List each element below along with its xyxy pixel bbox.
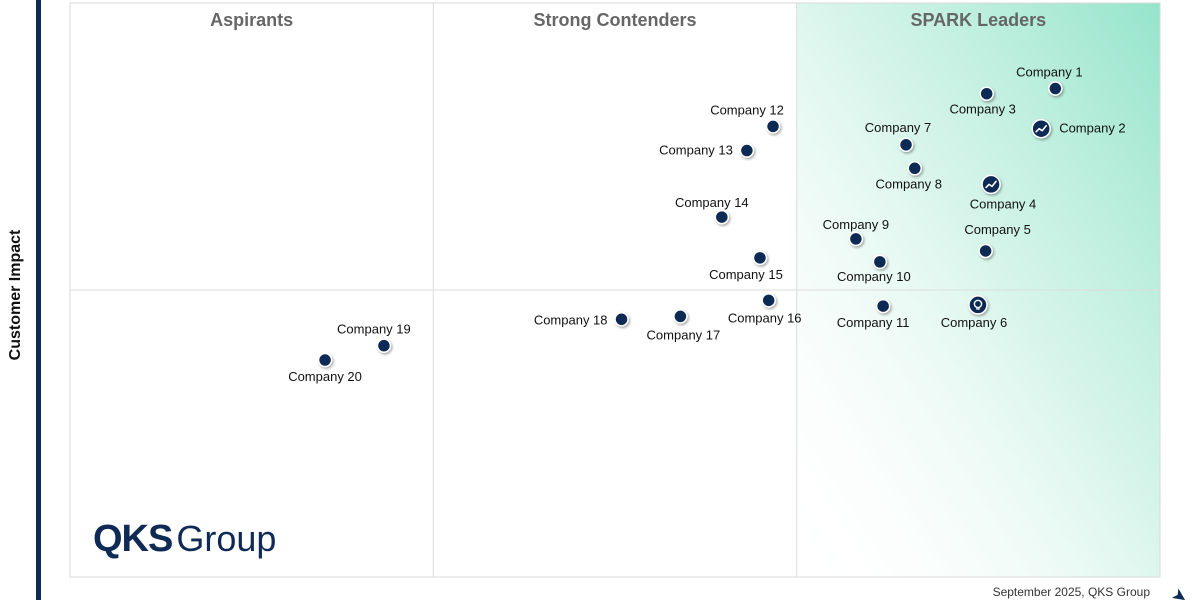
quadrant-label-aspirants: Aspirants	[210, 10, 293, 30]
marker-company-11	[875, 298, 891, 314]
marker-company-3	[979, 86, 994, 101]
label-company-10: Company 10	[837, 269, 911, 284]
marker-company-2	[1031, 118, 1051, 139]
marker-company-5	[978, 243, 993, 259]
label-company-11: Company 11	[837, 315, 910, 330]
label-company-9: Company 9	[823, 217, 889, 232]
point-company-1[interactable]: Company 1	[1016, 65, 1083, 96]
marker-company-10	[872, 254, 888, 270]
quadrant-label-strong-contenders: Strong Contenders	[533, 10, 696, 30]
point-company-9[interactable]: Company 9	[823, 217, 889, 247]
marker-company-14	[714, 209, 730, 225]
trend-up-icon	[1035, 124, 1047, 133]
point-company-2[interactable]: Company 2	[1031, 118, 1126, 139]
label-company-18: Company 18	[534, 312, 608, 327]
qks-group-logo: QKS Group	[93, 518, 276, 561]
marker-company-12	[765, 119, 781, 134]
marker-company-20	[317, 352, 333, 368]
point-company-19[interactable]: Company 19	[337, 322, 411, 353]
point-company-6[interactable]: Company 6	[941, 295, 1007, 330]
label-company-20: Company 20	[288, 369, 362, 384]
point-company-3[interactable]: Company 3	[949, 86, 1016, 117]
logo-qks-text: QKS	[93, 518, 173, 560]
label-company-1: Company 1	[1016, 65, 1082, 80]
point-company-14[interactable]: Company 14	[675, 195, 749, 225]
point-company-4[interactable]: Company 4	[970, 174, 1036, 211]
label-company-13: Company 13	[659, 143, 733, 158]
point-company-13[interactable]: Company 13	[659, 143, 755, 158]
marker-company-17	[673, 309, 688, 324]
point-company-8[interactable]: Company 8	[876, 161, 942, 192]
point-company-10[interactable]: Company 10	[837, 254, 911, 284]
label-company-19: Company 19	[337, 322, 411, 337]
point-company-18[interactable]: Company 18	[534, 312, 629, 327]
label-company-17: Company 17	[647, 327, 721, 342]
point-company-17[interactable]: Company 17	[647, 309, 721, 343]
label-company-6: Company 6	[941, 315, 1007, 330]
marker-company-19	[376, 338, 392, 353]
point-company-7[interactable]: Company 7	[865, 120, 931, 153]
point-company-5[interactable]: Company 5	[964, 222, 1031, 259]
marker-company-9	[848, 231, 864, 247]
label-company-16: Company 16	[728, 310, 802, 325]
label-company-5: Company 5	[964, 222, 1030, 237]
label-company-2: Company 2	[1059, 121, 1125, 136]
label-company-8: Company 8	[876, 176, 942, 191]
point-company-20[interactable]: Company 20	[288, 352, 362, 385]
marker-company-8	[907, 161, 922, 176]
marker-company-18	[614, 312, 629, 327]
point-company-12[interactable]: Company 12	[710, 102, 784, 134]
point-company-11[interactable]: Company 11	[837, 298, 910, 331]
marker-company-16	[761, 293, 776, 308]
lightbulb-icon	[973, 299, 983, 309]
marker-company-7	[898, 137, 914, 153]
logo-group-text: Group	[176, 518, 277, 559]
marker-company-4	[981, 174, 1001, 195]
label-company-15: Company 15	[709, 267, 783, 282]
label-company-4: Company 4	[970, 196, 1036, 211]
y-axis-bar	[36, 0, 41, 600]
marker-company-15	[752, 250, 768, 266]
trend-up-icon	[985, 180, 997, 189]
footer-date-source: September 2025, QKS Group	[992, 585, 1150, 599]
label-company-12: Company 12	[710, 102, 784, 117]
label-company-14: Company 14	[675, 195, 749, 210]
point-company-15[interactable]: Company 15	[709, 250, 783, 282]
marker-company-13	[739, 143, 755, 158]
marker-company-1	[1048, 81, 1063, 96]
point-company-16[interactable]: Company 16	[728, 293, 802, 326]
marker-company-6	[968, 295, 988, 315]
label-company-3: Company 3	[949, 102, 1015, 117]
label-company-7: Company 7	[865, 120, 931, 135]
quadrant-label-spark-leaders: SPARK Leaders	[910, 10, 1046, 30]
